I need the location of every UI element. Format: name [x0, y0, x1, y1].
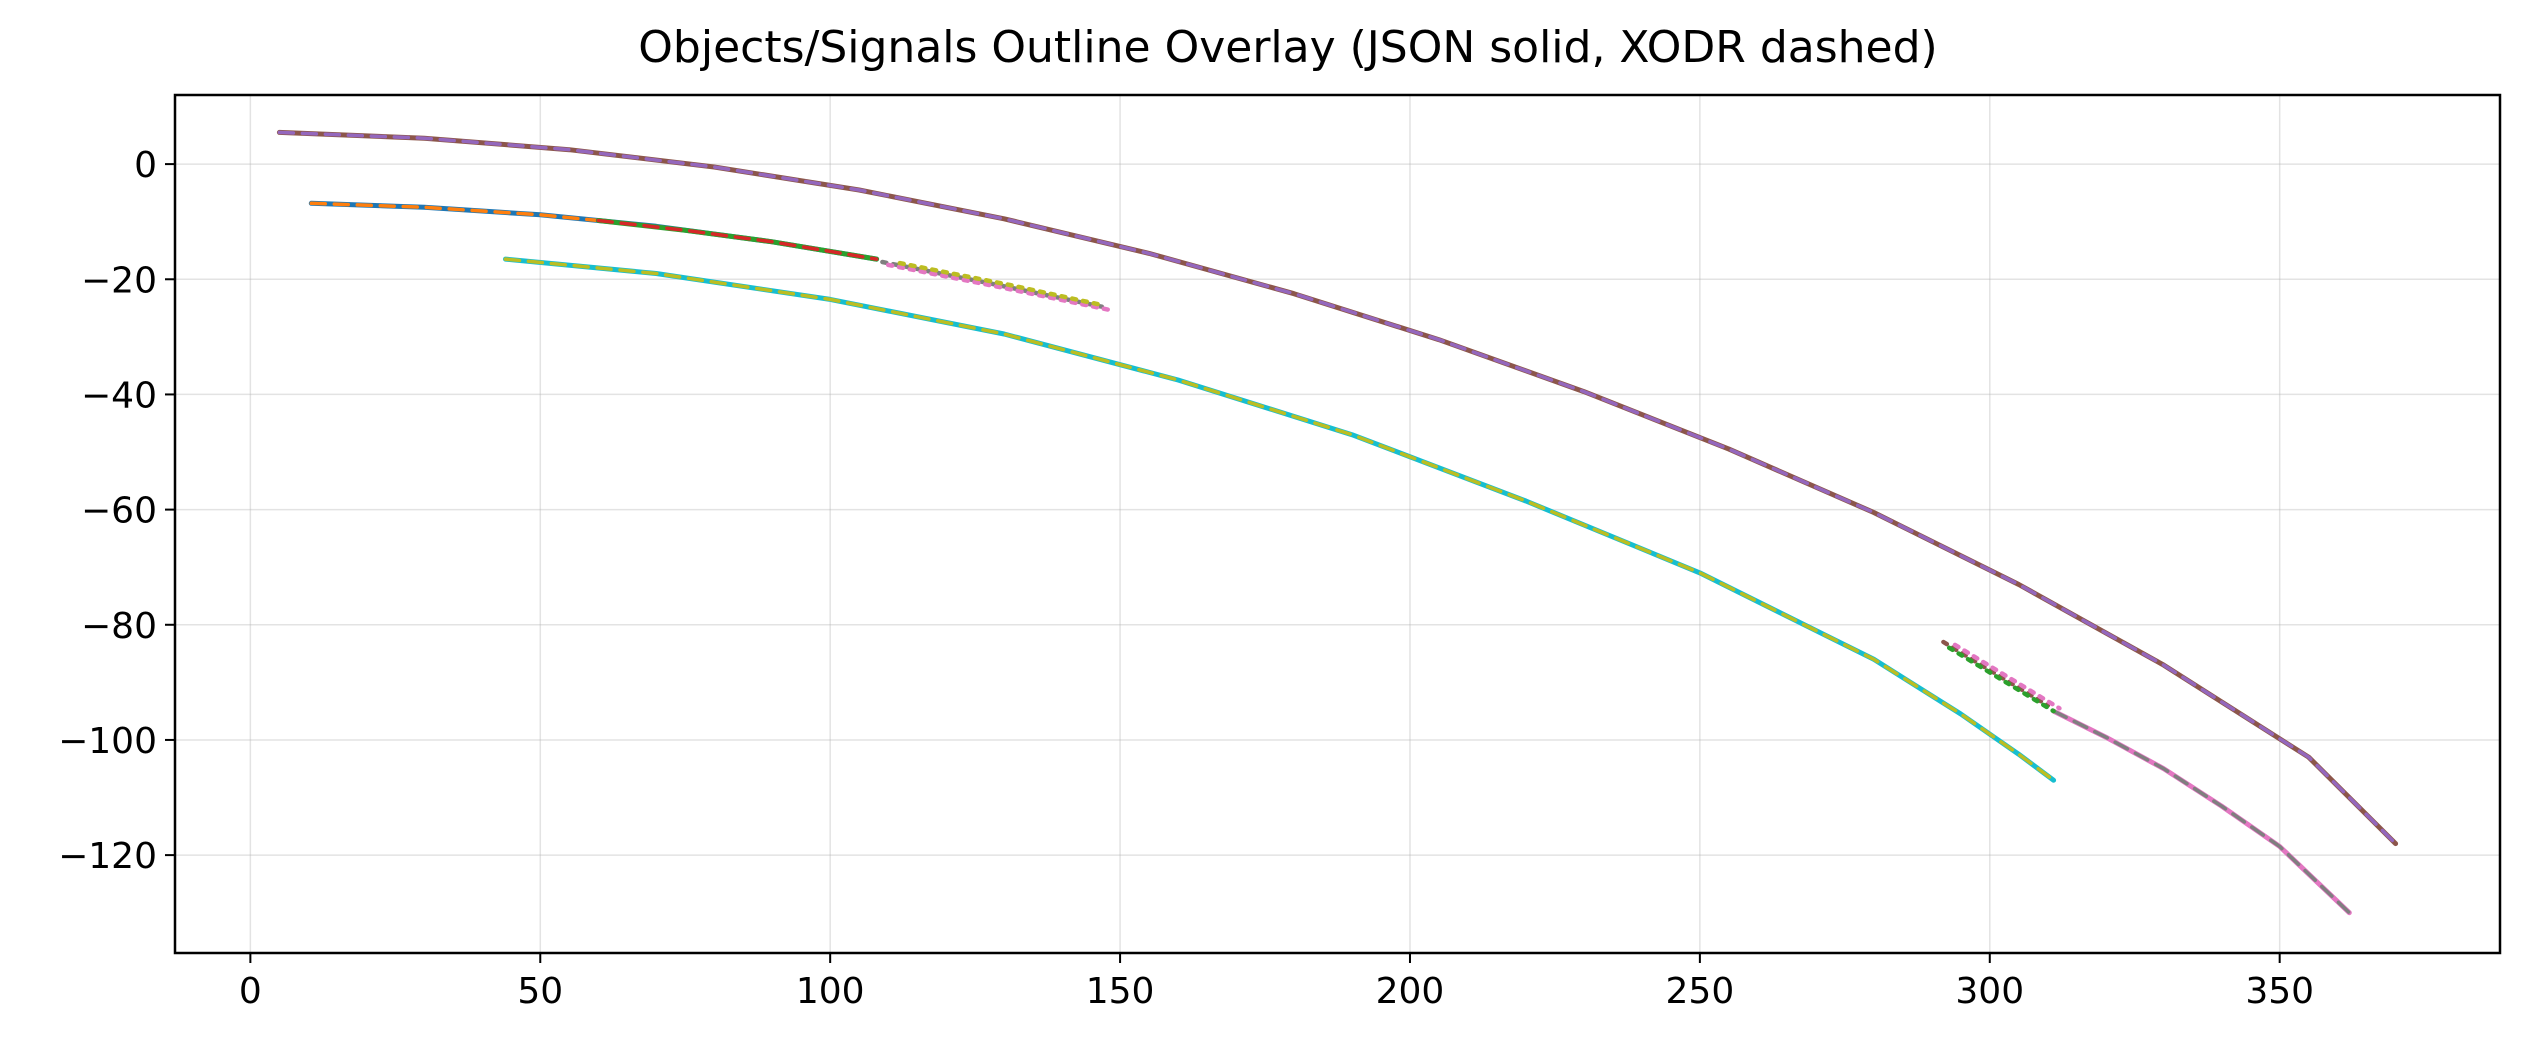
- y-tick-label: −40: [81, 375, 157, 416]
- x-tick-label: 250: [1666, 971, 1735, 1012]
- series-line-3: [308, 200, 880, 262]
- series-line-12: [2051, 708, 2352, 916]
- x-tick-label: 150: [1086, 971, 1155, 1012]
- series-line-15: [1946, 645, 2056, 714]
- y-tick-label: −20: [81, 260, 157, 301]
- series-line-8: [885, 262, 1117, 314]
- x-tick-label: 100: [796, 971, 865, 1012]
- series-line-9: [897, 260, 1105, 308]
- series-line-1: [276, 129, 2399, 847]
- y-tick-label: −100: [58, 721, 157, 762]
- y-tick-label: −60: [81, 491, 157, 532]
- y-tick-label: 0: [134, 145, 157, 186]
- y-tick-label: −120: [58, 836, 157, 877]
- axes: 0 50 100 150 200 250 300 350 0 −20 −40 −60 −80 −100 −1…: [58, 145, 2314, 1012]
- series-line-7: [880, 259, 1111, 311]
- x-tick-label: 200: [1376, 971, 1445, 1012]
- grid: [175, 95, 2500, 953]
- series-line-10: [503, 256, 2057, 783]
- series-line-5: [595, 218, 880, 262]
- x-tick-label: 300: [1955, 971, 2024, 1012]
- x-tick-label: 50: [517, 971, 563, 1012]
- series-line-2: [277, 130, 2398, 846]
- series-line-11: [503, 257, 2056, 782]
- series-line-16: [1952, 642, 2062, 711]
- plot-frame: [173, 93, 2502, 955]
- chart-title: Objects/Signals Outline Overlay (JSON so…: [638, 22, 1937, 73]
- plot-area: [276, 129, 2399, 916]
- series-line-13: [2051, 709, 2352, 915]
- x-tick-label: 350: [2245, 971, 2314, 1012]
- series-line-4: [309, 201, 879, 261]
- y-tick-label: −80: [81, 606, 157, 647]
- x-tick-label: 0: [239, 971, 262, 1012]
